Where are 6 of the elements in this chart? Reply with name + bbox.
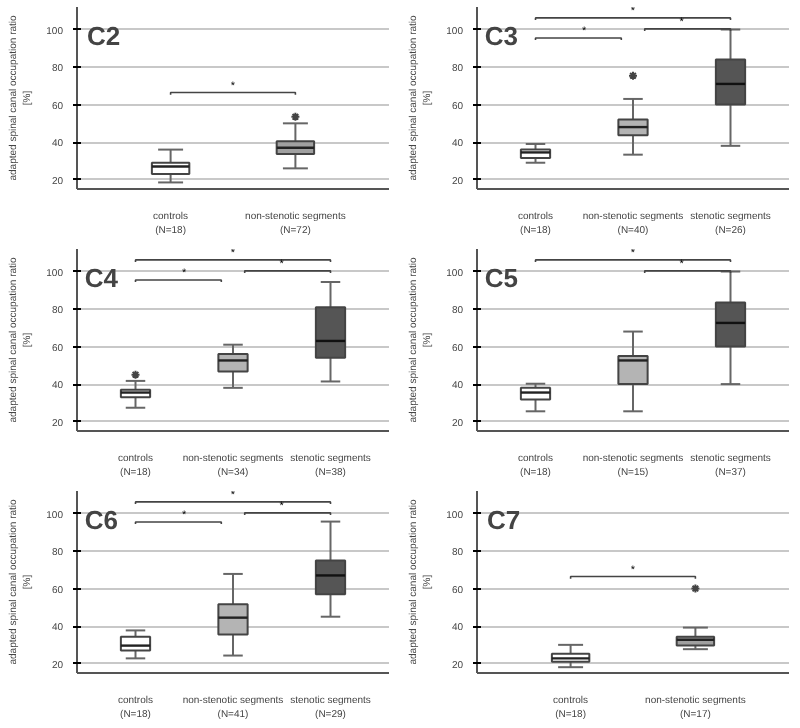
- text: C2: [86, 20, 121, 51]
- text: C4: [84, 262, 120, 293]
- text: C6: [84, 504, 119, 535]
- text: C3: [484, 20, 519, 51]
- text: C5: [484, 262, 519, 293]
- text: C7: [486, 504, 521, 535]
